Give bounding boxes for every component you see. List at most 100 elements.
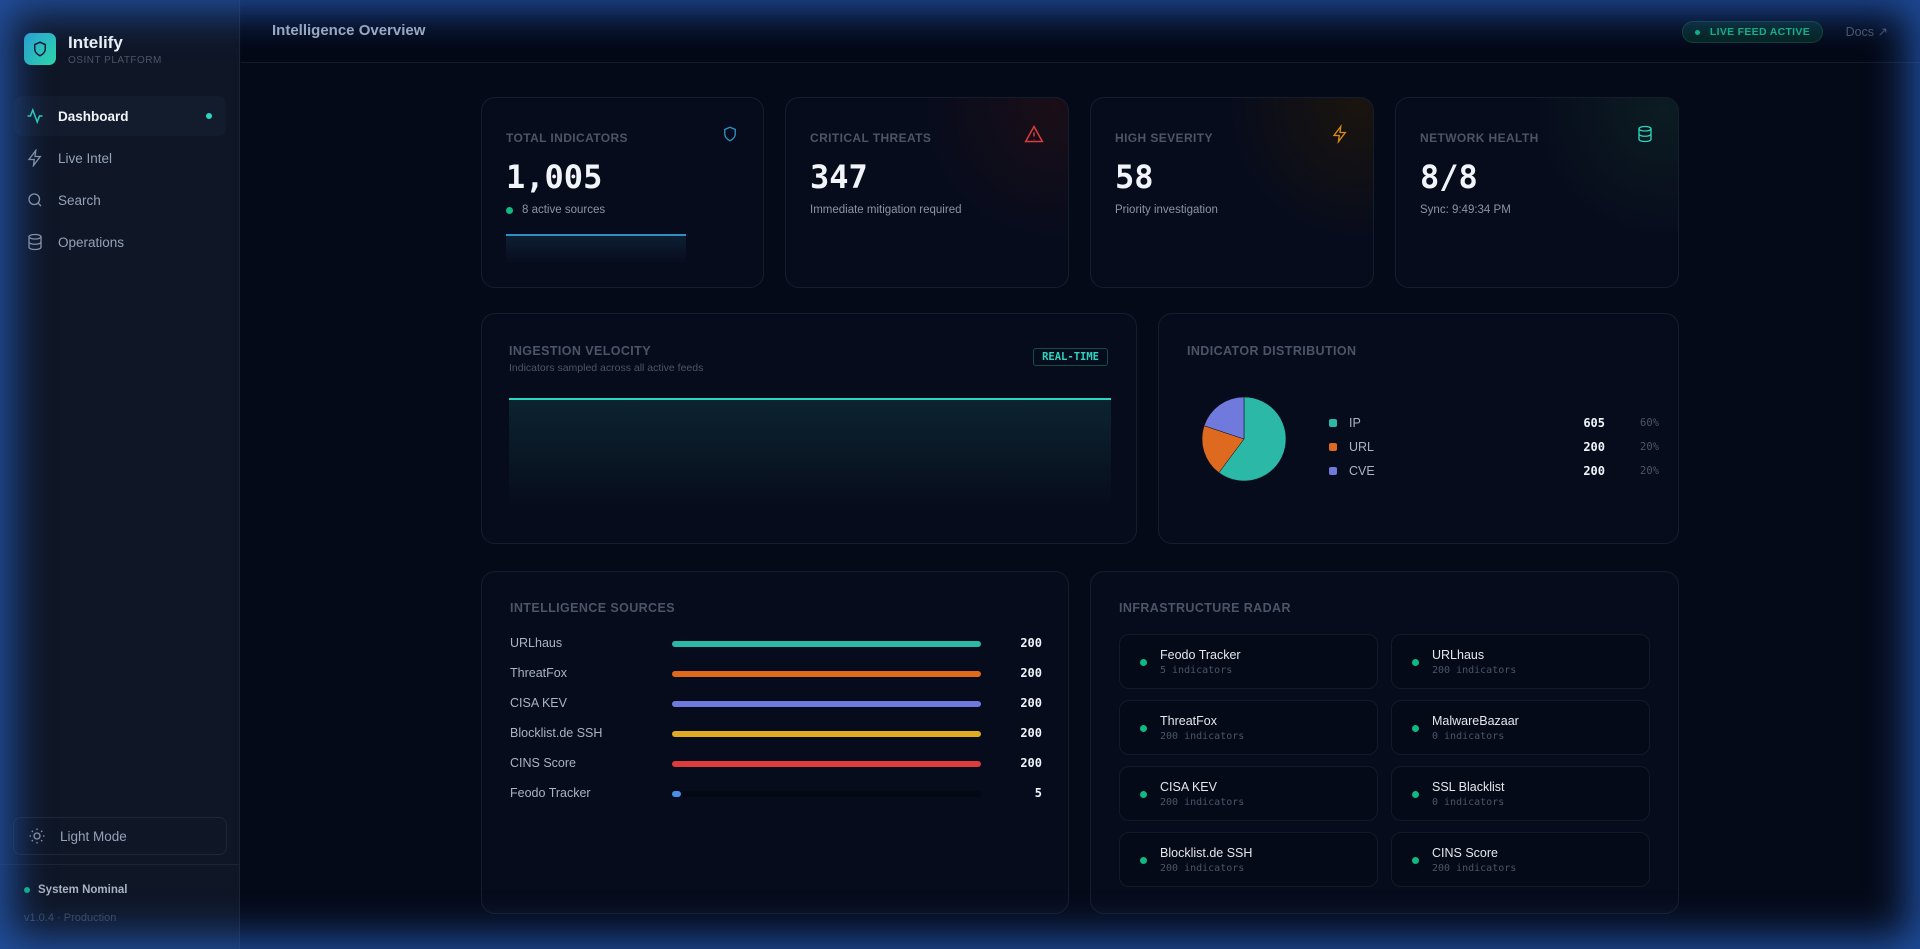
zap-icon <box>27 149 42 167</box>
app-subtitle: OSINT PLATFORM <box>68 55 162 66</box>
radar-name: Feodo Tracker <box>1160 648 1241 662</box>
system-status-text: System Nominal <box>38 884 128 896</box>
kpi-total-indicators: TOTAL INDICATORS 1,005 8 active sources <box>481 97 764 288</box>
legend-swatch <box>1329 467 1337 475</box>
kpi-critical-threats: CRITICAL THREATS 347 Immediate mitigatio… <box>785 97 1069 288</box>
legend-percent: 60% <box>1640 417 1659 429</box>
radar-name: Blocklist.de SSH <box>1160 846 1253 860</box>
source-bar <box>672 761 981 767</box>
radar-count: 200 indicators <box>1160 863 1245 874</box>
app-name: Intelify <box>68 33 123 52</box>
legend-label: URL <box>1349 440 1375 454</box>
panel-title: INFRASTRUCTURE RADAR <box>1119 601 1291 615</box>
panel-subtitle: Indicators sampled across all active fee… <box>509 362 704 374</box>
sidebar-item-search[interactable]: Search <box>14 180 226 220</box>
panel-title: INTELLIGENCE SOURCES <box>510 601 675 615</box>
radar-item[interactable]: ThreatFox 200 indicators <box>1119 700 1378 755</box>
radar-item[interactable]: URLhaus 200 indicators <box>1391 634 1650 689</box>
source-bar <box>672 701 981 707</box>
source-bar <box>672 731 981 737</box>
legend-swatch <box>1329 443 1337 451</box>
sidebar: Intelify OSINT PLATFORM Dashboard Live In… <box>0 0 240 949</box>
source-value: 5 <box>1034 786 1042 800</box>
status-dot <box>1412 857 1419 864</box>
source-row: Blocklist.de SSH 200 <box>510 724 1042 744</box>
distribution-pie-chart <box>1201 396 1287 482</box>
source-bar-track <box>672 671 981 677</box>
status-dot <box>1140 659 1147 666</box>
legend-label: CVE <box>1349 464 1375 478</box>
divider <box>0 864 240 865</box>
legend-value: 200 <box>1583 464 1605 478</box>
velocity-area-chart <box>509 398 1111 508</box>
legend-value: 605 <box>1583 416 1605 430</box>
kpi-label: CRITICAL THREATS <box>810 131 932 145</box>
sidebar-item-label: Operations <box>58 234 125 250</box>
kpi-label: NETWORK HEALTH <box>1420 131 1539 145</box>
radar-name: CISA KEV <box>1160 780 1217 794</box>
status-dot <box>1140 857 1147 864</box>
legend-label: IP <box>1349 416 1361 430</box>
radar-item[interactable]: CISA KEV 200 indicators <box>1119 766 1378 821</box>
radar-name: SSL Blacklist <box>1432 780 1505 794</box>
shield-icon <box>724 126 736 142</box>
radar-count: 200 indicators <box>1432 863 1517 874</box>
intelligence-sources-panel: INTELLIGENCE SOURCES URLhaus 200 ThreatFox… <box>481 571 1069 914</box>
panel-title: INGESTION VELOCITY <box>509 344 651 358</box>
kpi-label: TOTAL INDICATORS <box>506 131 628 145</box>
source-value: 200 <box>1020 726 1042 740</box>
docs-link[interactable]: Docs ↗ <box>1845 25 1888 39</box>
live-feed-badge: LIVE FEED ACTIVE <box>1681 21 1823 43</box>
infrastructure-radar-panel: INFRASTRUCTURE RADAR Feodo Tracker 5 indi… <box>1090 571 1679 914</box>
sidebar-item-operations[interactable]: Operations <box>14 222 226 262</box>
source-row: CISA KEV 200 <box>510 694 1042 714</box>
source-name: Feodo Tracker <box>510 786 591 800</box>
radar-count: 200 indicators <box>1160 797 1245 808</box>
radar-count: 0 indicators <box>1432 731 1505 742</box>
kpi-label: HIGH SEVERITY <box>1115 131 1213 145</box>
page-title: Intelligence Overview <box>272 22 426 39</box>
legend-value: 200 <box>1583 440 1605 454</box>
source-bar-track <box>672 701 981 707</box>
logo-shield-icon <box>24 33 56 65</box>
source-value: 200 <box>1020 696 1042 710</box>
source-bar <box>672 641 981 647</box>
kpi-value: 347 <box>810 158 868 196</box>
radar-item[interactable]: Feodo Tracker 5 indicators <box>1119 634 1378 689</box>
source-name: Blocklist.de SSH <box>510 726 603 740</box>
status-dot <box>24 887 30 893</box>
light-mode-toggle[interactable]: Light Mode <box>13 817 227 855</box>
radar-count: 200 indicators <box>1432 665 1517 676</box>
kpi-value: 8/8 <box>1420 158 1478 196</box>
status-dot <box>1412 659 1419 666</box>
ingestion-velocity-panel: INGESTION VELOCITY Indicators sampled ac… <box>481 313 1137 544</box>
radar-item[interactable]: Blocklist.de SSH 200 indicators <box>1119 832 1378 887</box>
pie-slice-ip <box>1218 396 1287 482</box>
radar-item[interactable]: SSL Blacklist 0 indicators <box>1391 766 1650 821</box>
source-name: ThreatFox <box>510 666 567 680</box>
kpi-network-health: NETWORK HEALTH 8/8 Sync: 9:49:34 PM <box>1395 97 1679 288</box>
radar-name: CINS Score <box>1432 846 1498 860</box>
sidebar-item-label: Dashboard <box>58 108 129 124</box>
sidebar-item-live-intel[interactable]: Live Intel <box>14 138 226 178</box>
source-row: Feodo Tracker 5 <box>510 784 1042 804</box>
light-mode-label: Light Mode <box>60 828 127 844</box>
radar-name: MalwareBazaar <box>1432 714 1519 728</box>
source-row: CINS Score 200 <box>510 754 1042 774</box>
live-dot <box>1694 29 1700 35</box>
status-dot <box>506 206 513 214</box>
pie-slice-cve <box>1203 396 1245 440</box>
sidebar-item-label: Live Intel <box>58 150 113 166</box>
radar-item[interactable]: MalwareBazaar 0 indicators <box>1391 700 1650 755</box>
kpi-sub: Sync: 9:49:34 PM <box>1420 204 1511 216</box>
radar-count: 200 indicators <box>1160 731 1245 742</box>
kpi-high-severity: HIGH SEVERITY 58 Priority investigation <box>1090 97 1374 288</box>
radar-name: ThreatFox <box>1160 714 1217 728</box>
source-bar-track <box>672 731 981 737</box>
zap-icon <box>1332 124 1347 144</box>
sun-icon <box>29 828 45 844</box>
sidebar-item-dashboard[interactable]: Dashboard <box>14 96 226 136</box>
database-icon <box>28 233 42 251</box>
source-bar-track <box>672 761 981 767</box>
radar-item[interactable]: CINS Score 200 indicators <box>1391 832 1650 887</box>
